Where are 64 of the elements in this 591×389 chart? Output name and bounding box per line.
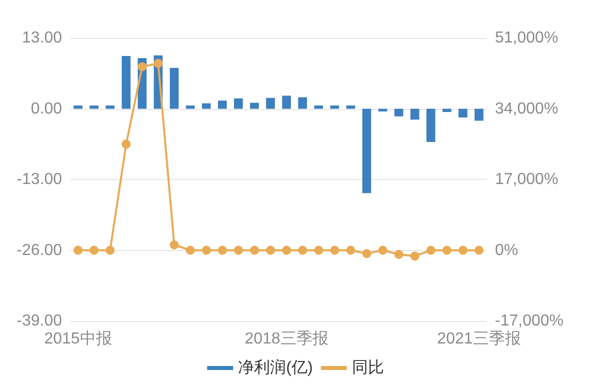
y-tick-label: -13.00 [16,171,62,188]
point [170,240,179,250]
bar [266,98,275,109]
bar [186,105,195,109]
point [474,246,484,255]
bar [442,108,452,112]
bar [90,105,98,109]
point [458,246,468,255]
bar [282,96,291,109]
point [138,62,147,72]
y-tick-label: 0.00 [30,100,62,118]
point [314,246,324,255]
y2-tick-label: -17,000% [495,312,564,330]
x-tick-label: 2021三季报 [437,330,521,348]
bar [202,103,211,109]
point [186,246,195,255]
point [378,246,388,255]
bar [298,97,307,109]
x-tick-label: 2018三季报 [244,330,328,348]
y2-tick-label: 0% [495,242,518,259]
point [346,246,356,255]
bar [330,105,340,109]
point [250,246,259,255]
bar [314,105,324,109]
y-tick-label: -39.00 [16,312,62,330]
point [330,246,340,255]
bar [410,108,420,120]
point [74,246,83,255]
y2-tick-label: 34,000% [495,100,558,118]
point [154,58,163,68]
y-tick-label: 13.00 [22,30,62,46]
bar [74,105,82,109]
legend-label: 同比 [352,358,384,376]
point [234,246,243,255]
point [266,246,275,255]
bar [234,98,243,109]
point [282,246,292,255]
bar [474,108,484,121]
bar [250,102,259,109]
point [410,252,420,261]
point [298,246,308,255]
x-tick-label: 2015中报 [44,330,112,348]
bar [458,108,468,118]
point [218,246,227,255]
point [106,246,115,255]
bar [106,105,115,109]
bar [170,68,179,109]
point [90,246,99,255]
y2-tick-label: 51,000% [495,30,558,46]
point [122,140,131,149]
bar [426,108,436,142]
point [202,246,211,255]
point [362,249,372,258]
y2-tick-label: 17,000% [495,171,558,188]
bar [394,108,404,116]
bar [122,56,131,109]
bar [346,105,356,109]
y-tick-label: -26.00 [16,242,62,259]
legend-label: 净利润(亿) [238,358,313,376]
bar [218,100,227,109]
point [394,250,404,259]
point [442,246,452,255]
point [426,246,436,255]
bar [362,108,372,194]
